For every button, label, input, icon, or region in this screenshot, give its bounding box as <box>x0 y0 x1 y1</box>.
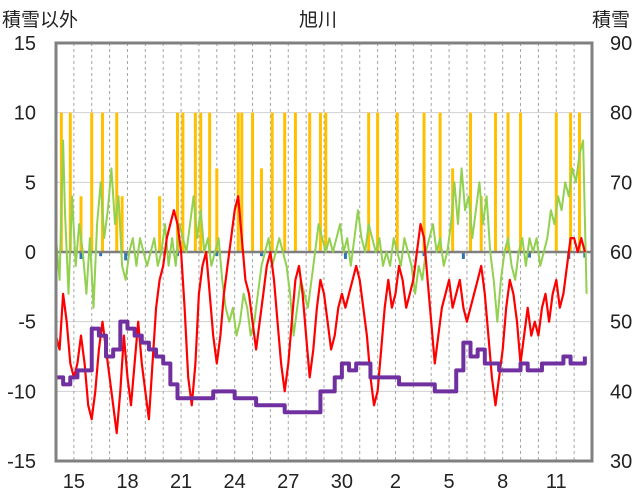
right-tick-label: 90 <box>610 33 632 55</box>
snowfall-bar <box>438 112 442 253</box>
snowfall-bar <box>120 196 124 252</box>
x-tick-label: 5 <box>444 471 455 493</box>
snowfall-bar <box>90 112 94 253</box>
right-tick-label: 30 <box>610 451 632 473</box>
snowfall-bar <box>318 112 322 253</box>
line-series <box>54 139 588 435</box>
snowfall-bar <box>324 112 328 253</box>
left-tick-label: -10 <box>7 381 36 403</box>
right-tick-label: 60 <box>610 242 632 264</box>
snowfall-bar <box>308 112 312 253</box>
x-tick-label: 27 <box>277 471 299 493</box>
snowfall-bar <box>270 112 274 253</box>
snowfall-bar <box>79 196 83 252</box>
precip-bar <box>343 252 347 259</box>
snowfall-bar <box>100 112 104 253</box>
snowfall-bar <box>208 112 212 253</box>
snowfall-bar <box>259 168 263 252</box>
right-tick-label: 40 <box>610 381 632 403</box>
snowfall-bar <box>469 112 473 253</box>
snowfall-bar <box>175 112 179 253</box>
precip-bar <box>124 252 128 261</box>
x-tick-label: 8 <box>497 471 508 493</box>
snowfall-bar <box>199 112 203 253</box>
snowfall-bar <box>240 112 244 253</box>
snow_depth-line <box>56 319 587 415</box>
precip-bar <box>259 252 263 257</box>
precip-bar <box>461 252 465 259</box>
x-tick-label: 15 <box>63 471 85 493</box>
precip-bar <box>79 252 83 259</box>
left-tick-label: 5 <box>25 172 36 194</box>
snowfall-bar <box>422 112 426 253</box>
precip-bar <box>99 252 103 257</box>
x-tick-label: 11 <box>546 471 567 493</box>
precip-bar <box>215 252 219 257</box>
precip-bar <box>422 252 426 257</box>
snowfall-bar <box>215 168 219 252</box>
x-tick-label: 18 <box>116 471 138 493</box>
snowfall-bar <box>479 196 483 252</box>
right-axis-label: 積雪 <box>592 9 630 31</box>
snowfall-bar <box>181 112 185 253</box>
wind-line <box>55 139 588 337</box>
snowfall-bar <box>494 112 498 253</box>
snowfall-bar <box>236 112 240 253</box>
right-tick-label: 80 <box>610 103 632 125</box>
left-tick-label: -15 <box>7 451 36 473</box>
snowfall-bar <box>158 196 162 252</box>
snowfall-bar <box>577 112 581 253</box>
left-axis-label: 積雪以外 <box>2 9 78 31</box>
snowfall-bar <box>293 112 297 253</box>
left-tick-label: -5 <box>18 312 36 334</box>
snowfall-bar <box>554 112 558 253</box>
snowfall-bar <box>68 112 72 253</box>
snowfall-bar <box>115 112 119 253</box>
plot-frame <box>54 41 594 463</box>
snowfall-bar <box>506 112 510 253</box>
snowfall-bar <box>367 112 371 253</box>
x-tick-labels: 15 18 21 24 27 30 2 5 8 11 <box>63 471 567 493</box>
right-tick-label: 70 <box>610 172 632 194</box>
snowfall-bar <box>251 112 255 253</box>
snowfall-bar <box>376 112 380 253</box>
x-tick-label: 24 <box>224 471 246 493</box>
x-tick-label: 2 <box>390 471 401 493</box>
left-y-tick-labels: 15 10 5 0 -5 -10 -15 <box>7 33 36 473</box>
left-tick-label: 0 <box>25 242 36 264</box>
snowfall-bar <box>193 112 197 253</box>
right-tick-label: 50 <box>610 312 632 334</box>
left-tick-label: 10 <box>14 103 36 125</box>
left-tick-label: 15 <box>14 33 36 55</box>
x-tick-label: 21 <box>170 471 192 493</box>
right-y-tick-labels: 90 80 70 60 50 40 30 <box>610 33 632 473</box>
temperature-line <box>54 195 586 435</box>
snowfall-bar <box>519 112 523 253</box>
x-tick-label: 30 <box>331 471 353 493</box>
chart-title: 旭川 <box>299 9 337 31</box>
precip-bar <box>527 252 531 258</box>
snowfall-bar <box>283 112 287 253</box>
snowfall-bar <box>395 112 399 253</box>
